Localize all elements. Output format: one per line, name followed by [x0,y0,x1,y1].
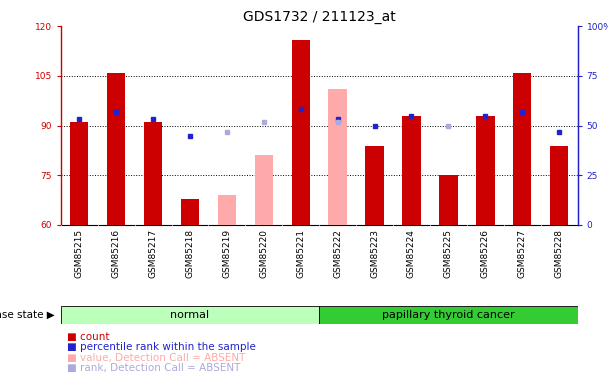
Bar [181,198,199,225]
Text: GSM85226: GSM85226 [481,229,490,278]
Text: GSM85220: GSM85220 [260,229,268,278]
Bar [365,146,384,225]
Bar [439,176,458,225]
Text: GSM85228: GSM85228 [554,229,564,278]
Bar [144,122,162,225]
Text: GSM85219: GSM85219 [223,229,232,278]
Bar [513,73,531,225]
Bar [218,195,236,225]
Text: GSM85217: GSM85217 [148,229,157,278]
Bar [291,39,310,225]
Text: GSM85223: GSM85223 [370,229,379,278]
Text: ■ count: ■ count [67,332,109,342]
Text: GSM85225: GSM85225 [444,229,453,278]
Bar [255,155,273,225]
Text: GSM85227: GSM85227 [518,229,527,278]
Text: normal: normal [170,310,210,320]
Text: GSM85222: GSM85222 [333,229,342,278]
Bar [61,306,319,324]
Bar [476,116,494,225]
Bar [550,146,568,225]
Text: ■ rank, Detection Call = ABSENT: ■ rank, Detection Call = ABSENT [67,363,240,374]
Text: ■ percentile rank within the sample: ■ percentile rank within the sample [67,342,256,352]
Text: GSM85221: GSM85221 [296,229,305,278]
Text: disease state ▶: disease state ▶ [0,310,55,320]
Bar [70,122,89,225]
Text: GSM85216: GSM85216 [112,229,120,278]
Bar [319,306,578,324]
Bar [107,73,125,225]
Title: GDS1732 / 211123_at: GDS1732 / 211123_at [243,10,396,24]
Bar [402,116,421,225]
Text: ■ value, Detection Call = ABSENT: ■ value, Detection Call = ABSENT [67,353,245,363]
Text: GSM85215: GSM85215 [75,229,84,278]
Bar [328,89,347,225]
Text: papillary thyroid cancer: papillary thyroid cancer [382,310,515,320]
Text: GSM85224: GSM85224 [407,229,416,278]
Text: GSM85218: GSM85218 [185,229,195,278]
